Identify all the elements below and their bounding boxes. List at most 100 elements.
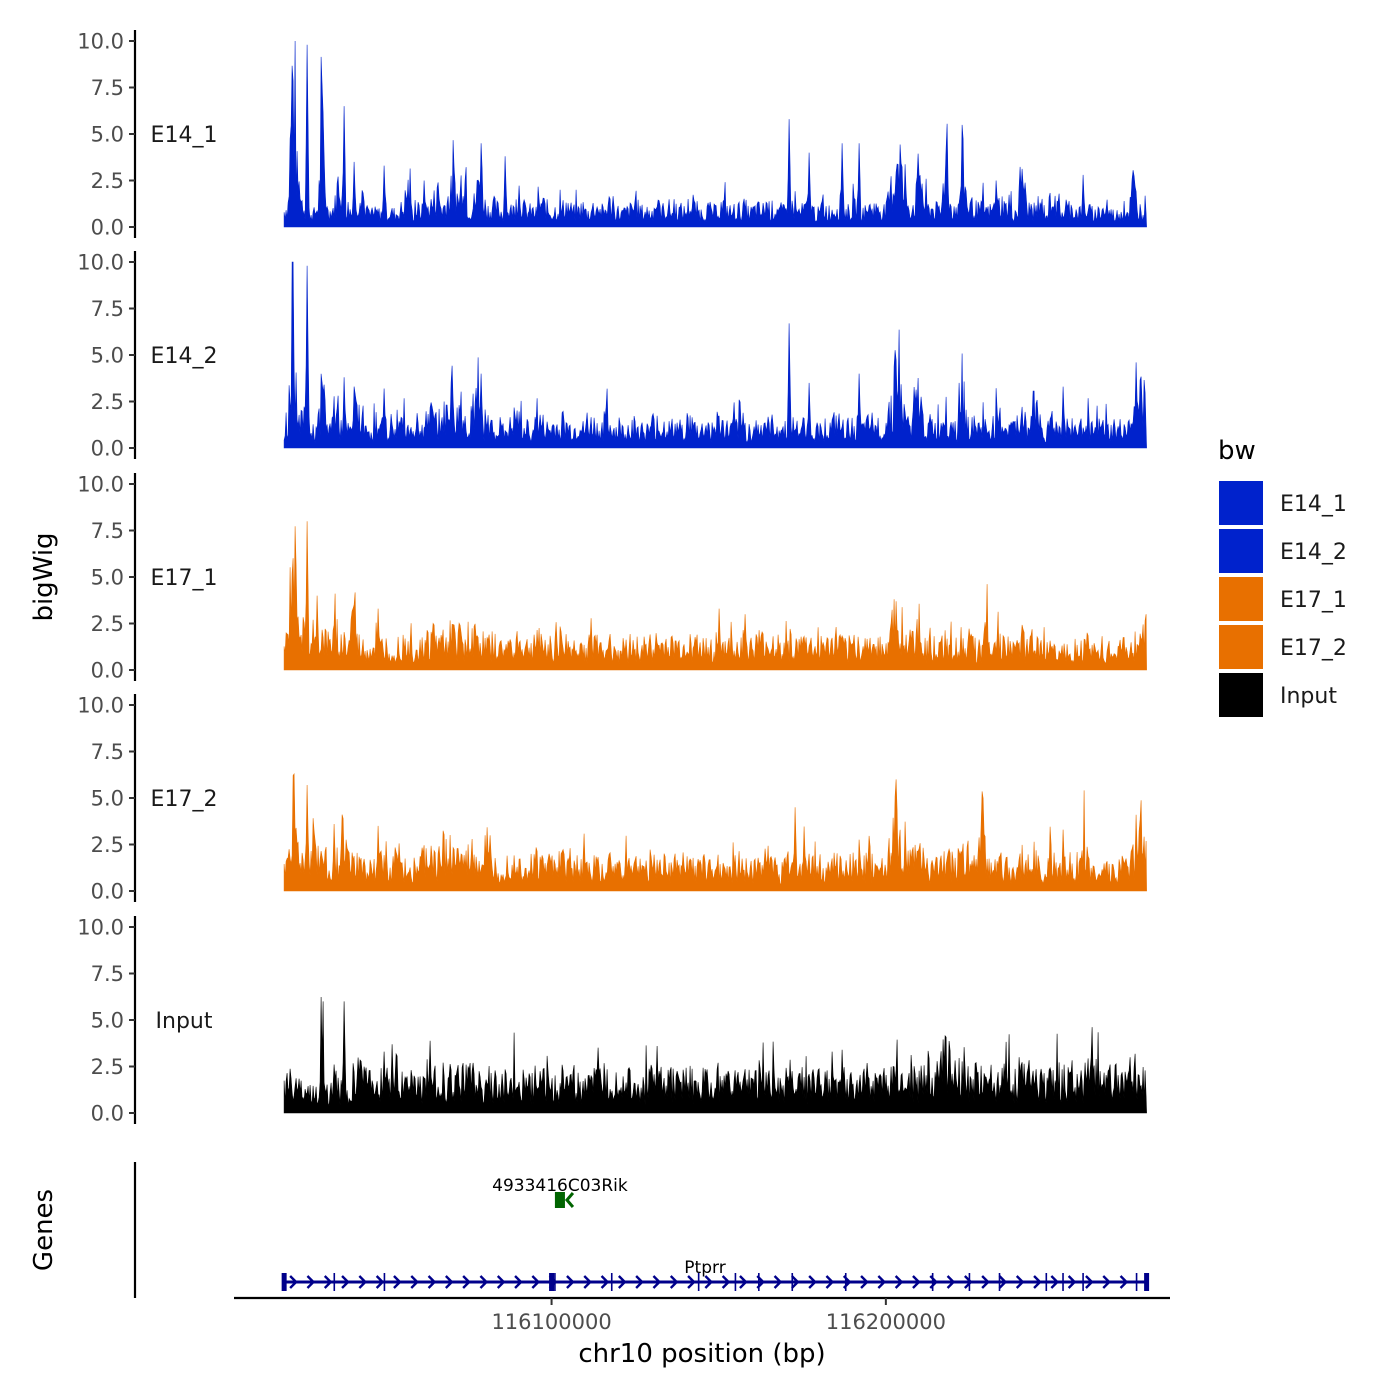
strand-arrow	[1102, 1275, 1111, 1289]
strand-arrow	[773, 1275, 783, 1289]
strand-arrow	[739, 1275, 748, 1289]
strand-arrow	[564, 1192, 575, 1208]
exon	[931, 1273, 934, 1291]
y-tick-label: 10.0	[77, 251, 124, 275]
y-tick-label: 2.5	[91, 833, 124, 857]
strand-arrow	[496, 1275, 506, 1289]
coverage-area	[283, 40, 1147, 228]
genes-axis-title: Genes	[29, 1189, 59, 1271]
x-axis-title: chr10 position (bp)	[578, 1339, 825, 1369]
coverage-area	[283, 521, 1147, 671]
strand-arrow	[825, 1275, 835, 1289]
y-tick-label: 0.0	[91, 437, 124, 461]
exon	[998, 1273, 1001, 1291]
strand-arrow	[1050, 1275, 1060, 1289]
y-tick-label: 0.0	[91, 216, 124, 240]
y-tick-label: 7.5	[91, 76, 124, 100]
strand-arrow	[427, 1275, 437, 1289]
gene-4933416c03rik: 4933416C03Rik	[492, 1176, 628, 1208]
exon	[1144, 1273, 1150, 1291]
strand-arrow	[462, 1275, 471, 1289]
strand-arrow	[963, 1275, 973, 1289]
exon	[610, 1273, 613, 1291]
y-tick-label: 5.0	[91, 344, 124, 368]
strand-arrow	[894, 1275, 904, 1289]
legend-swatch	[1219, 529, 1263, 573]
strand-arrow	[1119, 1275, 1129, 1289]
strand-arrow	[1015, 1275, 1025, 1289]
x-axis: 116100000 116200000	[491, 1298, 946, 1334]
legend-swatch	[1219, 625, 1263, 669]
exon	[281, 1273, 287, 1291]
x-tick-label: 116200000	[826, 1310, 946, 1334]
strand-arrow	[444, 1275, 454, 1289]
exon	[1135, 1273, 1138, 1291]
y-tick-label: 7.5	[91, 740, 124, 764]
strand-arrow	[600, 1275, 610, 1289]
strand-arrow	[912, 1275, 921, 1289]
strand-arrow	[790, 1275, 800, 1289]
coverage-area	[283, 996, 1147, 1114]
x-tick-label: 116100000	[491, 1310, 611, 1334]
y-tick-label: 7.5	[91, 297, 124, 321]
gene-label: Ptprr	[684, 1258, 725, 1278]
y-tick-label: 7.5	[91, 519, 124, 543]
strand-arrow	[721, 1275, 731, 1289]
exon	[1045, 1273, 1048, 1291]
exon	[333, 1273, 336, 1291]
track-e14-1: 0.0 2.5 5.0 7.5 10.0 E14_1	[77, 30, 1147, 240]
y-tick-label: 0.0	[91, 1102, 124, 1126]
strand-arrow	[617, 1275, 627, 1289]
strand-arrow	[687, 1275, 696, 1289]
y-tick-label: 5.0	[91, 123, 124, 147]
genes-panel: 4933416C03Rik Ptprr	[281, 1176, 1150, 1291]
exon	[383, 1273, 386, 1291]
strand-arrow	[514, 1275, 523, 1289]
track-label: E14_2	[151, 344, 218, 369]
y-axis-title: bigWig	[29, 532, 59, 621]
bigwig-tracks: 0.0 2.5 5.0 7.5 10.0 E14_1 0.0 2.5 5.0 7.5 10.0 E14…	[77, 30, 1147, 1126]
legend-swatch	[1219, 577, 1263, 621]
coverage-area	[283, 261, 1147, 449]
strand-arrow	[341, 1275, 350, 1289]
strand-arrow	[669, 1275, 679, 1289]
track-label: E17_1	[151, 566, 218, 591]
strand-arrow	[323, 1275, 333, 1289]
exon	[554, 1273, 556, 1291]
exon	[844, 1273, 847, 1291]
exon	[1082, 1273, 1084, 1291]
strand-arrow	[306, 1275, 316, 1289]
track-input: 0.0 2.5 5.0 7.5 10.0 Input	[77, 916, 1147, 1126]
y-tick-label: 2.5	[91, 1055, 124, 1079]
y-tick-label: 10.0	[77, 916, 124, 940]
y-tick-label: 0.0	[91, 659, 124, 683]
exon	[549, 1273, 555, 1291]
gene-body	[554, 1192, 565, 1208]
y-tick-label: 5.0	[91, 787, 124, 811]
y-tick-label: 2.5	[91, 169, 124, 193]
exon	[758, 1273, 760, 1291]
strand-arrow	[358, 1275, 368, 1289]
exon	[1062, 1273, 1064, 1291]
track-e14-2: 0.0 2.5 5.0 7.5 10.0 E14_2	[77, 251, 1147, 461]
strand-arrow	[652, 1275, 662, 1289]
legend-label: E14_2	[1280, 540, 1347, 565]
strand-arrow	[635, 1275, 644, 1289]
legend-label: E17_2	[1280, 636, 1347, 661]
strand-arrow	[998, 1275, 1008, 1289]
track-label: E17_2	[151, 787, 218, 812]
track-label: E14_1	[151, 123, 218, 148]
legend-swatch	[1219, 481, 1263, 525]
legend-label: E14_1	[1280, 492, 1347, 517]
gene-label: 4933416C03Rik	[492, 1176, 628, 1196]
legend-swatch	[1219, 673, 1263, 717]
strand-arrow	[375, 1275, 385, 1289]
coverage-area	[283, 773, 1147, 892]
strand-arrow	[877, 1275, 887, 1289]
strand-arrow	[946, 1275, 956, 1289]
strand-arrow	[393, 1275, 402, 1289]
exon	[734, 1273, 737, 1291]
exon	[697, 1273, 700, 1291]
exon	[968, 1273, 971, 1291]
